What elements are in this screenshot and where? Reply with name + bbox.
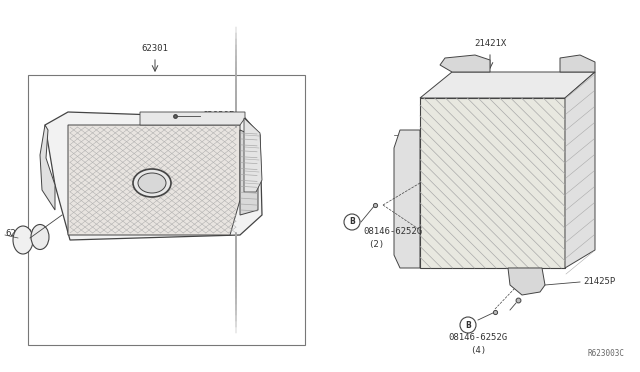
- Ellipse shape: [138, 173, 166, 193]
- Text: (4): (4): [470, 346, 486, 355]
- Polygon shape: [508, 268, 545, 295]
- Polygon shape: [440, 55, 490, 72]
- Text: R623003C: R623003C: [588, 349, 625, 358]
- Polygon shape: [68, 125, 240, 235]
- Text: 62301: 62301: [141, 44, 168, 53]
- Circle shape: [460, 317, 476, 333]
- Text: (2): (2): [368, 240, 384, 248]
- Polygon shape: [140, 112, 245, 125]
- Polygon shape: [244, 118, 262, 192]
- Text: 21425P: 21425P: [583, 278, 615, 286]
- Ellipse shape: [133, 169, 171, 197]
- Polygon shape: [240, 130, 258, 215]
- Text: B: B: [465, 321, 471, 330]
- Polygon shape: [420, 98, 565, 268]
- Text: 08146-6252G: 08146-6252G: [363, 228, 422, 237]
- Polygon shape: [565, 72, 595, 268]
- Text: 62380M: 62380M: [5, 228, 37, 237]
- Polygon shape: [394, 130, 420, 268]
- Polygon shape: [45, 112, 262, 240]
- Text: 08146-6252G: 08146-6252G: [449, 334, 508, 343]
- Ellipse shape: [13, 226, 33, 254]
- Circle shape: [344, 214, 360, 230]
- Polygon shape: [40, 125, 55, 210]
- Bar: [28, 75, 305, 345]
- Text: B: B: [349, 218, 355, 227]
- Polygon shape: [560, 55, 595, 72]
- Text: 62030E: 62030E: [202, 112, 234, 121]
- Polygon shape: [420, 72, 595, 98]
- Text: 21421X: 21421X: [474, 39, 506, 48]
- Ellipse shape: [31, 224, 49, 250]
